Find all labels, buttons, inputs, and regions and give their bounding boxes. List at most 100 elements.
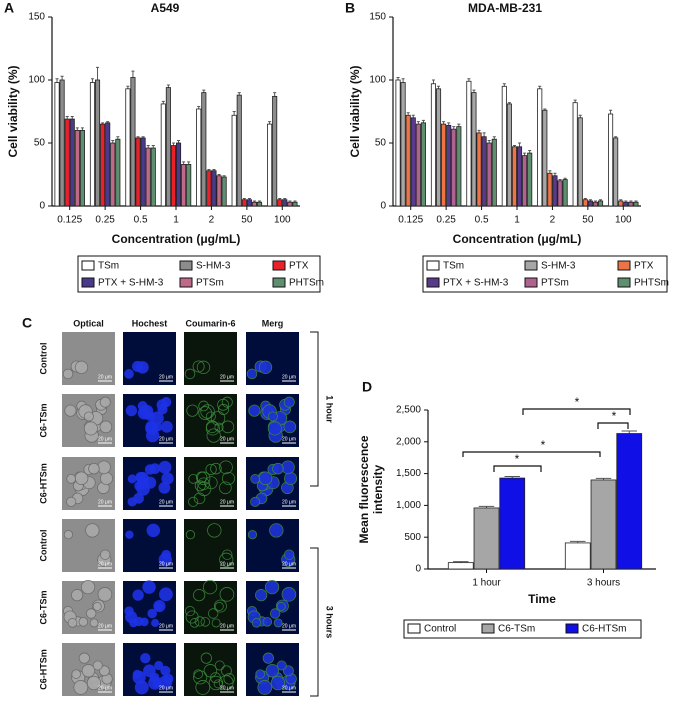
cell [161,397,172,408]
bar [100,123,106,207]
scale-bar-label: 20 μm [282,436,296,442]
x-tick-label: 0.5 [475,215,489,226]
legend-label: PHTSm [634,278,669,289]
bar [160,103,166,207]
legend-label: PTX [289,261,309,272]
x-tick-label: 1 hour [472,578,501,589]
bar [54,82,60,207]
cell [154,660,164,671]
x-tick-label: 100 [274,215,291,226]
panel-label: B [345,0,355,16]
legend-swatch [179,260,193,271]
cell [73,680,89,695]
error-bar [477,129,481,133]
panel-label: D [362,379,372,395]
cell [85,608,97,619]
x-tick-label: 0.5 [134,215,148,226]
cell [262,652,274,664]
cell [125,530,134,539]
cell [204,476,218,490]
legend-label: PTX + S-HM-3 [443,278,509,289]
error-bar [171,142,175,146]
bar [466,80,472,207]
bar [592,201,599,207]
cell [74,471,89,486]
cell [270,675,286,691]
cell [86,675,102,691]
bar [537,88,543,207]
bar [473,507,500,570]
column-header: Hochest [132,318,168,328]
scale-bar-label: 20 μm [282,685,296,691]
legend-box [77,255,321,293]
cell [210,411,226,426]
error-bar [177,139,181,143]
bar [598,200,604,207]
cell [88,462,100,475]
error-bar [202,89,206,93]
y-tick-label: 150 [28,12,45,23]
error-bar [447,122,451,126]
bar [616,433,643,570]
cell [185,530,196,540]
y-axis-label: Cell viability (%) [6,65,20,157]
bar [206,170,212,207]
annotation: * [612,409,617,423]
row-label: C6-HTSm [38,463,48,504]
cell [124,369,134,379]
cell [200,617,211,627]
error-bar [197,105,201,109]
bar [441,123,447,207]
cell [125,404,138,417]
cell [219,460,233,475]
cell [210,462,222,475]
annotation: * [575,395,580,409]
error-bar [523,152,527,156]
bar [287,201,293,207]
x-tick-label: 50 [241,215,253,226]
bracket [493,465,542,472]
error-bar [457,123,461,127]
cell [267,421,282,436]
legend-label: S-HM-3 [541,261,576,272]
x-tick-label: 0.25 [436,215,456,226]
legend-swatch [81,260,95,271]
bar [430,83,436,207]
row-label: Control [38,530,48,562]
error-bar [538,85,542,89]
cell [203,664,218,678]
cell [149,463,161,474]
cell [207,608,219,619]
bar [221,176,227,207]
cell [99,396,111,408]
bar [517,146,523,207]
cell [221,396,233,408]
error-bar [442,121,446,125]
cell [78,652,90,664]
scale-bar-label: 20 μm [282,561,296,567]
bar [89,82,95,207]
error-bar [573,99,577,103]
bar [506,103,512,207]
x-tick-label: 50 [582,215,594,226]
error-bar [396,76,400,80]
legend-label: S-HM-3 [196,261,231,272]
bar [633,201,639,207]
legend-swatch [617,260,631,271]
bar [435,88,442,207]
cell [272,462,284,475]
error-bar [437,85,441,89]
cell [67,618,78,628]
y-axis-label: Cell viability (%) [348,65,362,157]
cell [214,660,225,671]
cell [281,587,297,602]
error-bar [609,109,613,115]
scale-bar-label: 20 μm [220,561,234,567]
error-bar [75,127,79,131]
cell [132,589,144,601]
bar [277,199,283,207]
error-bar [502,83,506,87]
error-bar [232,111,236,116]
legend-swatch [524,277,538,288]
bar [501,85,507,207]
